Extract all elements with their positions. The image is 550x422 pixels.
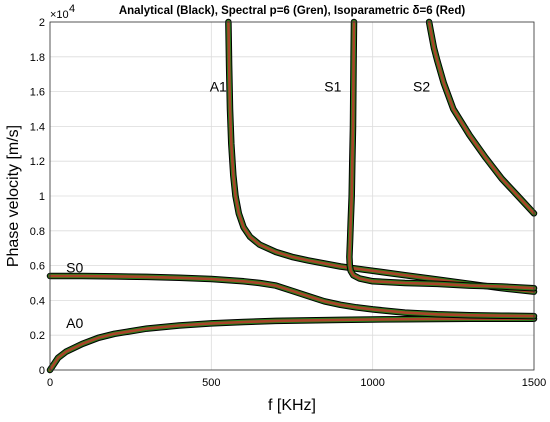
y-axis-label: Phase velocity [m/s] [5, 125, 22, 267]
y-tick-label: 2 [39, 17, 45, 29]
series-s2 [425, 18, 538, 217]
y-tick-label: 0.4 [30, 295, 45, 307]
mode-label-s1: S1 [324, 79, 341, 95]
series-a0 [46, 315, 538, 374]
y-tick-label: 1.2 [30, 156, 45, 168]
mode-label-s2: S2 [413, 79, 430, 95]
y-tick-label: 1.6 [30, 87, 45, 99]
mode-label-a1: A1 [210, 79, 227, 95]
mode-label-a0: A0 [66, 315, 83, 331]
plot-border [49, 21, 535, 371]
mode-labels: A0 S0 A1 S1 S2 [66, 79, 430, 332]
series-line [48, 317, 536, 372]
series-s1 [346, 18, 538, 292]
series-line [227, 20, 536, 293]
y-tick-label: 1.4 [30, 121, 45, 133]
x-tick-label: 0 [47, 377, 53, 389]
mode-label-s0: S0 [66, 260, 83, 276]
y-tick-label: 1.8 [30, 52, 45, 64]
series-line [348, 20, 536, 290]
series-group [46, 18, 538, 374]
y-tick-label: 0.2 [30, 330, 45, 342]
chart-title: Analytical (Black), Spectral p=6 (Gren),… [119, 5, 466, 17]
y-exponent-power: 4 [69, 3, 75, 15]
x-tick-label: 1000 [360, 377, 384, 389]
x-tick-label: 500 [202, 377, 220, 389]
x-tick-label: 1500 [522, 377, 546, 389]
y-tick-label: 0.8 [30, 226, 45, 238]
y-tick-labels: 0 0.2 0.4 0.6 0.8 1 1.2 1.4 1.6 1.8 2 [30, 17, 45, 377]
x-axis-label: f [KHz] [268, 397, 316, 414]
series-line [427, 20, 536, 215]
y-tick-label: 0.6 [30, 261, 45, 273]
y-tick-label: 1 [39, 191, 45, 203]
series-s0 [46, 272, 538, 320]
y-exponent-base: ×10 [50, 9, 69, 21]
series-a1 [225, 18, 538, 295]
series-line [48, 274, 536, 318]
x-tick-labels: 0 500 1000 1500 [47, 377, 546, 389]
y-tick-label: 0 [39, 365, 45, 377]
